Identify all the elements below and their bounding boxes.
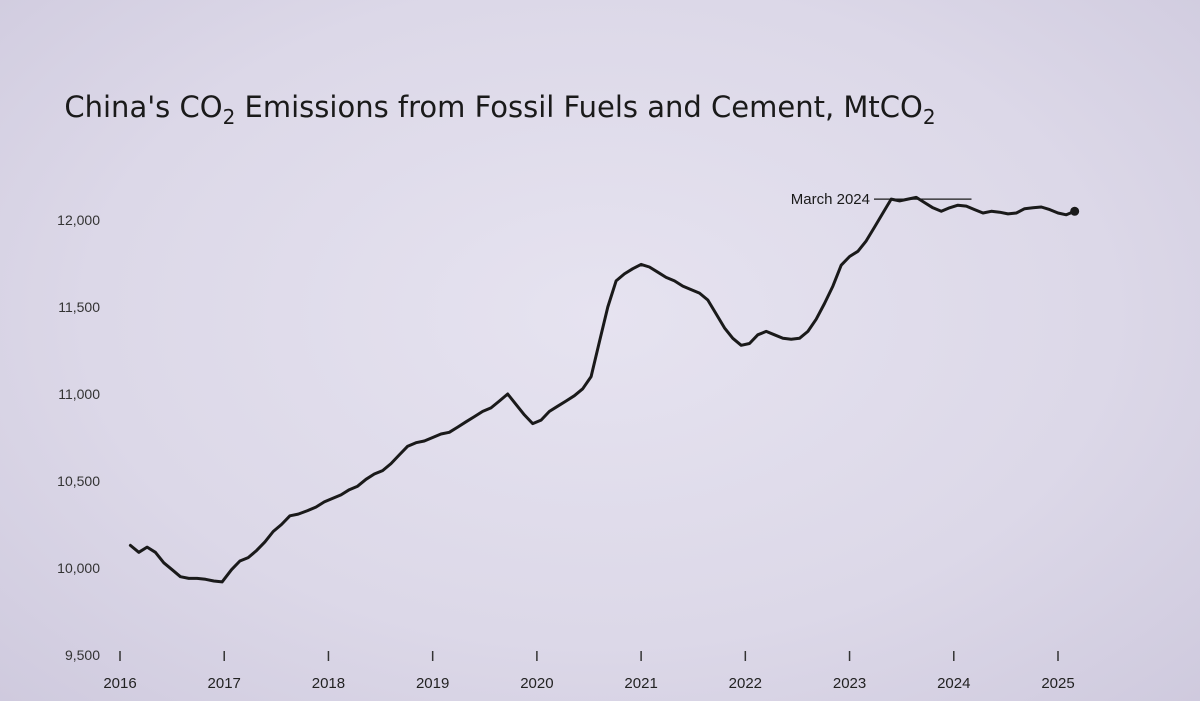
x-tick-label: 2020 bbox=[520, 675, 553, 692]
x-tick-label: 2024 bbox=[937, 675, 970, 692]
x-tick-label: 2017 bbox=[208, 675, 241, 692]
x-axis: 2016 2017 2018 2019 2020 2021 2022 2023 2024 2025 bbox=[103, 651, 1075, 692]
x-tick-label: 2016 bbox=[103, 675, 136, 692]
x-tick-label: 2023 bbox=[833, 675, 866, 692]
annotation-layer: March 2024 bbox=[791, 191, 972, 208]
y-tick-label: 9,500 bbox=[65, 647, 100, 663]
y-tick-label: 11,000 bbox=[58, 386, 100, 402]
x-tick-label: 2025 bbox=[1041, 675, 1074, 692]
y-tick-label: 12,000 bbox=[57, 212, 100, 228]
chart-title: China's CO2 Emissions from Fossil Fuels … bbox=[64, 90, 935, 129]
chart-title-part: China's CO bbox=[64, 90, 222, 124]
y-tick-label: 10,500 bbox=[57, 473, 100, 489]
chart-title-subscript: 2 bbox=[223, 105, 236, 129]
series-end-point bbox=[1070, 206, 1080, 216]
y-tick-label: 10,000 bbox=[57, 560, 100, 576]
series-layer bbox=[128, 195, 1080, 584]
y-axis: 9,500 10,000 10,500 11,000 11,500 12,000 bbox=[57, 212, 100, 663]
y-tick-label: 11,500 bbox=[58, 299, 100, 315]
x-tick-label: 2019 bbox=[416, 675, 449, 692]
chart-title-part: Emissions from Fossil Fuels and Cement, … bbox=[235, 90, 923, 124]
x-tick-label: 2018 bbox=[312, 675, 345, 692]
x-tick-label: 2022 bbox=[729, 675, 762, 692]
chart-title-subscript: 2 bbox=[923, 105, 936, 129]
x-tick-label: 2021 bbox=[624, 675, 657, 692]
annotation-label: March 2024 bbox=[791, 191, 870, 208]
series-line bbox=[128, 195, 1077, 584]
